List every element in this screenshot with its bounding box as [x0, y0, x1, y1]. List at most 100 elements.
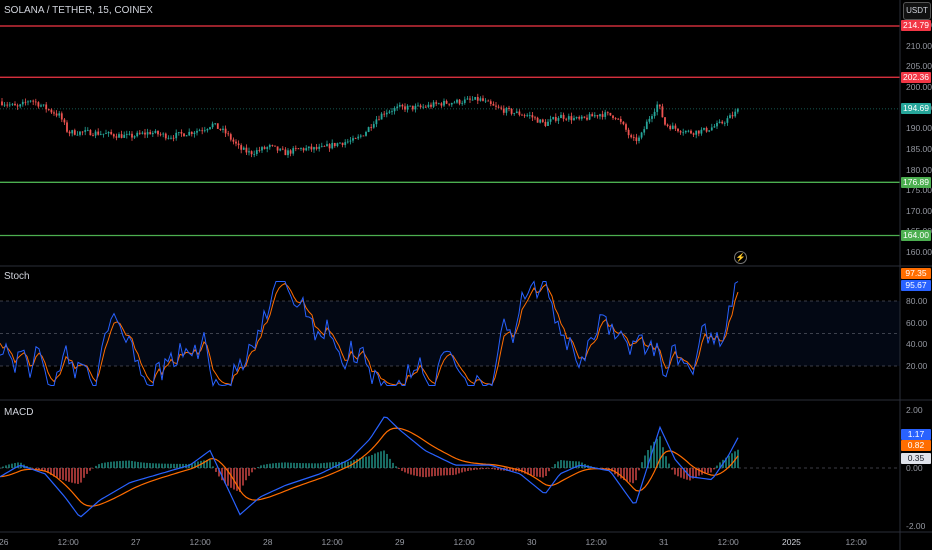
- macd-histogram-bar: [296, 462, 298, 468]
- macd-histogram-bar: [494, 468, 496, 470]
- macd-histogram-bar: [122, 460, 124, 468]
- macd-histogram-bar: [635, 468, 637, 481]
- candle: [697, 130, 700, 134]
- candle: [237, 143, 240, 146]
- candle: [94, 131, 97, 136]
- candle: [627, 129, 630, 136]
- time-tick: 2025: [782, 537, 801, 547]
- candle: [396, 106, 399, 109]
- histogram-badge: 0.35: [901, 453, 931, 464]
- macd-tick: 0.00: [906, 463, 923, 473]
- candle: [331, 142, 334, 149]
- candle: [1, 101, 3, 106]
- resistance-2-badge: 202.36: [901, 71, 931, 83]
- candle: [625, 124, 627, 130]
- candle: [726, 118, 729, 123]
- candle: [245, 147, 248, 153]
- macd-histogram-bar: [35, 468, 37, 470]
- candle: [664, 117, 666, 125]
- macd-histogram-bar: [116, 461, 118, 468]
- macd-histogram-bar: [491, 468, 493, 470]
- macd-histogram-bar: [377, 452, 379, 468]
- macd-histogram-bar: [623, 468, 625, 481]
- macd-histogram-bar: [248, 468, 250, 476]
- candle: [339, 142, 341, 144]
- candle: [201, 130, 204, 132]
- candle: [6, 104, 9, 106]
- candle: [175, 132, 178, 139]
- candle: [482, 98, 484, 101]
- macd-histogram-bar: [170, 463, 172, 468]
- macd-histogram-bar: [449, 468, 451, 476]
- macd-histogram-bar: [389, 458, 391, 468]
- macd-histogram-bar: [242, 468, 244, 486]
- candle: [323, 145, 326, 147]
- time-tick: 27: [131, 537, 141, 547]
- macd-histogram-bar: [68, 468, 70, 482]
- candle: [448, 103, 451, 105]
- candle: [144, 132, 146, 135]
- symbol-title[interactable]: SOLANA / TETHER, 15, COINEX: [4, 5, 153, 16]
- candle: [580, 116, 583, 119]
- candle: [427, 104, 430, 108]
- candle: [526, 115, 529, 117]
- stoch-d-value: 97.35: [901, 268, 931, 279]
- candle: [632, 137, 635, 138]
- candle: [573, 118, 575, 121]
- macd-histogram-bar: [641, 462, 643, 468]
- time-tick: 12:00: [57, 537, 79, 547]
- candle: [604, 112, 607, 117]
- candle: [484, 100, 487, 102]
- candle: [440, 103, 443, 106]
- macd-histogram-bar: [548, 468, 550, 472]
- macd-histogram-bar: [677, 468, 679, 477]
- macd-histogram-bar: [83, 468, 85, 478]
- macd-histogram-bar: [152, 463, 154, 468]
- time-tick: 28: [263, 537, 273, 547]
- macd-histogram-bar: [284, 462, 286, 468]
- macd-histogram-bar: [536, 468, 538, 477]
- candle: [430, 104, 432, 107]
- macd-histogram-bar: [725, 457, 727, 468]
- price-tick: 210.00: [906, 40, 932, 51]
- stoch-title[interactable]: Stoch: [4, 271, 30, 282]
- candle: [513, 113, 516, 114]
- stoch-tick: 80.00: [906, 296, 928, 306]
- macd-histogram-bar: [560, 460, 562, 468]
- candle: [68, 131, 71, 134]
- bolt-icon[interactable]: ⚡: [734, 251, 747, 264]
- stoch-d-line: [0, 282, 739, 386]
- macd-histogram-bar: [50, 468, 52, 476]
- candle: [409, 105, 412, 107]
- macd-title[interactable]: MACD: [4, 407, 34, 418]
- macd-histogram-bar: [251, 468, 253, 473]
- candle: [123, 134, 126, 138]
- macd-histogram-bar: [386, 453, 388, 468]
- candle: [19, 104, 22, 107]
- macd-histogram-bar: [254, 468, 256, 470]
- candle: [276, 146, 279, 151]
- macd-histogram-bar: [527, 468, 529, 475]
- candle: [547, 121, 549, 126]
- candle: [479, 98, 482, 101]
- candle: [630, 135, 633, 138]
- candle: [42, 104, 45, 106]
- macd-histogram-bar: [56, 468, 58, 478]
- macd-histogram-bar: [698, 468, 700, 476]
- macd-histogram-bar: [263, 464, 265, 468]
- candle: [34, 101, 37, 103]
- candle: [21, 101, 24, 105]
- candle: [674, 125, 677, 129]
- last-price-badge: 194.69: [901, 103, 931, 115]
- macd-histogram-bar: [38, 468, 40, 470]
- macd-histogram-bar: [32, 468, 34, 469]
- candle: [235, 141, 237, 144]
- time-tick: 30: [527, 537, 537, 547]
- macd-histogram-bar: [236, 468, 238, 491]
- candle: [502, 108, 505, 113]
- currency-button[interactable]: USDT: [903, 2, 931, 20]
- macd-histogram-bar: [500, 468, 502, 471]
- candle: [97, 131, 100, 135]
- candle: [591, 114, 594, 117]
